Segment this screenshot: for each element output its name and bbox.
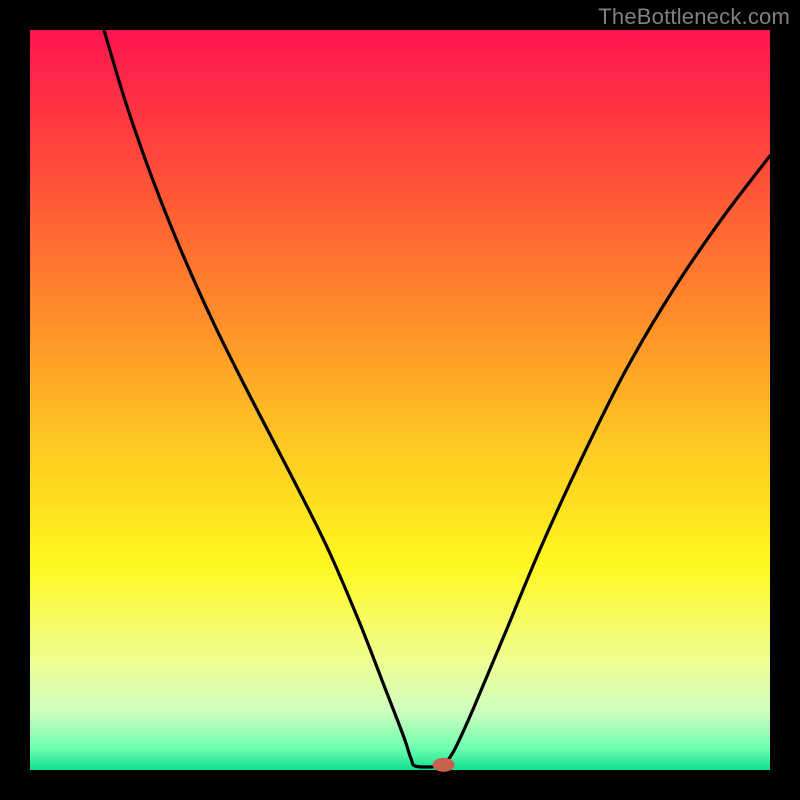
watermark-text: TheBottleneck.com [598,4,790,30]
optimal-point-marker [433,758,455,772]
bottleneck-chart [0,0,800,800]
chart-container: TheBottleneck.com [0,0,800,800]
chart-plot-bg [30,30,770,770]
